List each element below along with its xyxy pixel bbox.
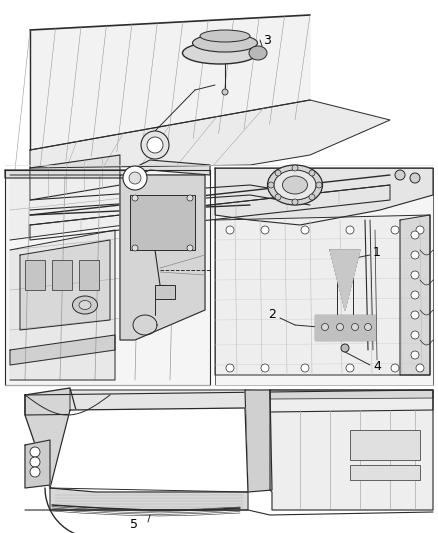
Bar: [52, 260, 72, 290]
Text: 4: 4: [373, 359, 381, 373]
Circle shape: [411, 331, 419, 339]
Polygon shape: [315, 315, 375, 340]
Circle shape: [129, 172, 141, 184]
Circle shape: [275, 170, 281, 176]
Bar: [25, 260, 45, 290]
Circle shape: [275, 194, 281, 200]
Circle shape: [30, 457, 40, 467]
Circle shape: [301, 364, 309, 372]
Circle shape: [411, 291, 419, 299]
Polygon shape: [270, 390, 433, 510]
Circle shape: [309, 170, 315, 176]
Polygon shape: [215, 168, 433, 385]
Circle shape: [395, 170, 405, 180]
Circle shape: [341, 344, 349, 352]
Circle shape: [268, 182, 274, 188]
Text: 2: 2: [268, 309, 276, 321]
Polygon shape: [5, 160, 210, 178]
Polygon shape: [25, 390, 433, 415]
Polygon shape: [30, 100, 390, 168]
Polygon shape: [270, 390, 433, 399]
Circle shape: [147, 137, 163, 153]
Bar: [79, 260, 99, 290]
Circle shape: [132, 195, 138, 201]
Circle shape: [123, 166, 147, 190]
Polygon shape: [30, 15, 310, 150]
Text: 3: 3: [263, 34, 271, 46]
Polygon shape: [10, 175, 200, 240]
Polygon shape: [20, 240, 110, 330]
Ellipse shape: [200, 30, 250, 42]
Circle shape: [364, 324, 371, 330]
Circle shape: [410, 173, 420, 183]
Polygon shape: [5, 388, 433, 528]
Circle shape: [30, 467, 40, 477]
Polygon shape: [50, 408, 248, 492]
Circle shape: [292, 165, 298, 171]
Polygon shape: [10, 230, 115, 380]
Bar: [130, 195, 195, 250]
Polygon shape: [30, 185, 390, 240]
Bar: [155, 285, 175, 299]
Polygon shape: [330, 250, 360, 310]
Polygon shape: [25, 388, 95, 488]
Polygon shape: [5, 170, 210, 385]
Circle shape: [391, 364, 399, 372]
Circle shape: [346, 364, 354, 372]
Polygon shape: [30, 155, 120, 200]
Circle shape: [346, 226, 354, 234]
Circle shape: [187, 245, 193, 251]
Ellipse shape: [274, 170, 316, 200]
Circle shape: [352, 324, 358, 330]
Circle shape: [416, 226, 424, 234]
Text: 5: 5: [130, 518, 138, 530]
Ellipse shape: [192, 34, 258, 52]
Polygon shape: [245, 390, 272, 492]
Polygon shape: [400, 215, 430, 375]
Circle shape: [261, 226, 269, 234]
Circle shape: [187, 195, 193, 201]
Polygon shape: [10, 335, 115, 365]
Circle shape: [132, 245, 138, 251]
Circle shape: [321, 324, 328, 330]
Bar: [350, 465, 420, 480]
Circle shape: [411, 351, 419, 359]
Circle shape: [416, 364, 424, 372]
Polygon shape: [25, 440, 50, 488]
Ellipse shape: [73, 296, 98, 314]
Circle shape: [316, 182, 322, 188]
Circle shape: [309, 194, 315, 200]
Circle shape: [301, 226, 309, 234]
Circle shape: [336, 324, 343, 330]
Bar: [350, 430, 420, 460]
Circle shape: [226, 364, 234, 372]
Circle shape: [411, 251, 419, 259]
Circle shape: [391, 226, 399, 234]
Circle shape: [226, 226, 234, 234]
Ellipse shape: [183, 42, 258, 64]
Circle shape: [411, 311, 419, 319]
Circle shape: [141, 131, 169, 159]
Ellipse shape: [79, 301, 91, 310]
Circle shape: [292, 199, 298, 205]
Ellipse shape: [268, 165, 322, 205]
Ellipse shape: [249, 46, 267, 60]
Polygon shape: [120, 175, 205, 340]
Polygon shape: [70, 390, 250, 410]
Text: 1: 1: [373, 246, 381, 260]
Polygon shape: [215, 215, 430, 375]
Circle shape: [411, 271, 419, 279]
Circle shape: [30, 447, 40, 457]
Circle shape: [411, 231, 419, 239]
Circle shape: [222, 89, 228, 95]
Polygon shape: [50, 488, 248, 510]
Circle shape: [261, 364, 269, 372]
Polygon shape: [215, 168, 433, 225]
Ellipse shape: [283, 176, 307, 194]
